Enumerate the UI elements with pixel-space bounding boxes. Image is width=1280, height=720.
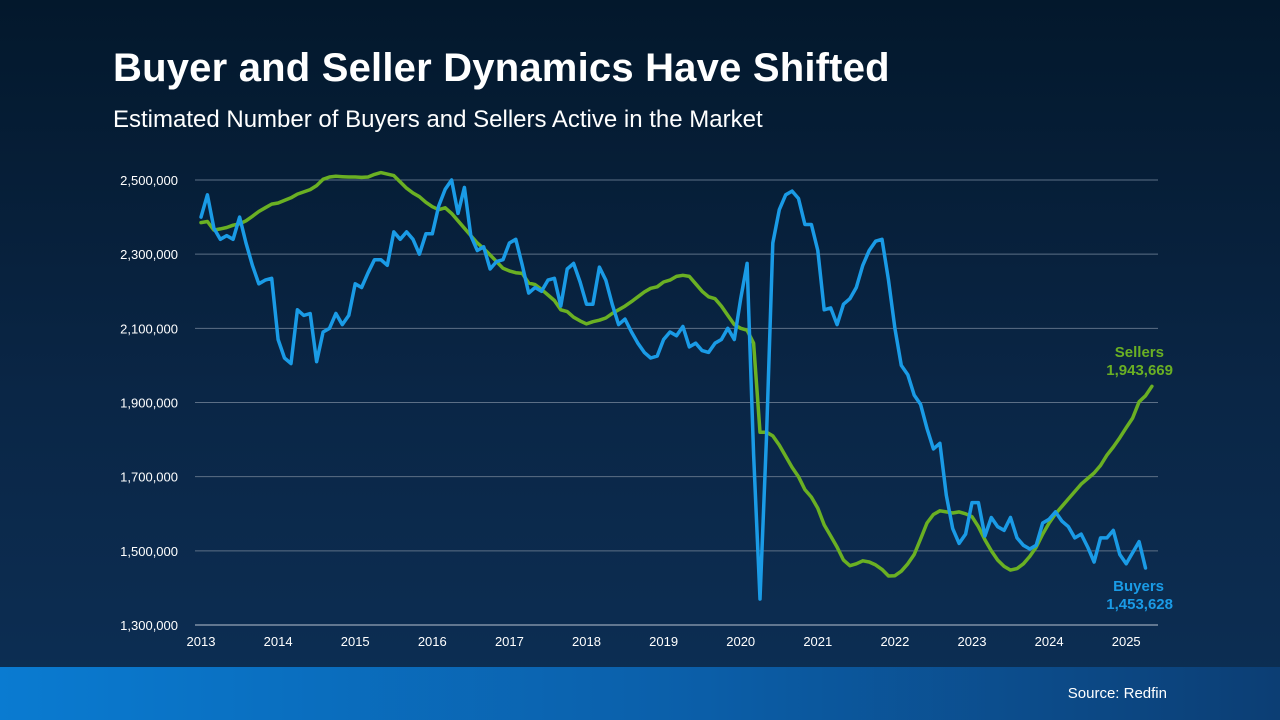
x-axis-ticks: 2013 2014 2015 2016 2017 2018 2019 2020 2021 2022…	[187, 634, 1141, 649]
footer-bar: Source: Redfin	[0, 667, 1280, 720]
x-tick-label: 2015	[341, 634, 370, 649]
sellers-line	[199, 170, 1154, 578]
x-tick-label: 2019	[649, 634, 678, 649]
x-tick-label: 2024	[1035, 634, 1064, 649]
y-tick-label: 1,300,000	[120, 618, 178, 633]
x-tick-label: 2014	[264, 634, 293, 649]
series-lines	[199, 170, 1154, 601]
y-tick-label: 1,900,000	[120, 396, 178, 411]
x-tick-label: 2013	[187, 634, 216, 649]
x-tick-label: 2021	[803, 634, 832, 649]
buyers-line	[199, 178, 1148, 601]
x-tick-label: 2023	[958, 634, 987, 649]
y-tick-label: 1,700,000	[120, 470, 178, 485]
buyers-end-value: 1,453,628	[1106, 596, 1173, 613]
y-tick-label: 2,100,000	[120, 321, 178, 336]
series-end-labels: Sellers 1,943,669 Buyers 1,453,628	[1106, 344, 1173, 613]
gridlines	[195, 179, 1158, 626]
x-tick-label: 2016	[418, 634, 447, 649]
y-tick-label: 2,300,000	[120, 247, 178, 262]
page-title: Buyer and Seller Dynamics Have Shifted	[113, 46, 890, 90]
page-subtitle: Estimated Number of Buyers and Sellers A…	[113, 106, 763, 133]
buyers-series-label: Buyers	[1113, 578, 1164, 595]
x-tick-label: 2018	[572, 634, 601, 649]
y-axis-ticks: 1,300,000 1,500,000 1,700,000 1,900,000 2,10…	[120, 173, 178, 633]
y-tick-label: 2,500,000	[120, 173, 178, 188]
line-chart: 1,300,000 1,500,000 1,700,000 1,900,000 2,10…	[120, 170, 1173, 649]
x-tick-label: 2017	[495, 634, 524, 649]
y-tick-label: 1,500,000	[120, 544, 178, 559]
x-tick-label: 2025	[1112, 634, 1141, 649]
x-tick-label: 2020	[726, 634, 755, 649]
x-tick-label: 2022	[880, 634, 909, 649]
source-note: Source: Redfin	[1067, 685, 1167, 702]
sellers-series-label: Sellers	[1115, 344, 1164, 361]
sellers-end-value: 1,943,669	[1106, 362, 1173, 379]
